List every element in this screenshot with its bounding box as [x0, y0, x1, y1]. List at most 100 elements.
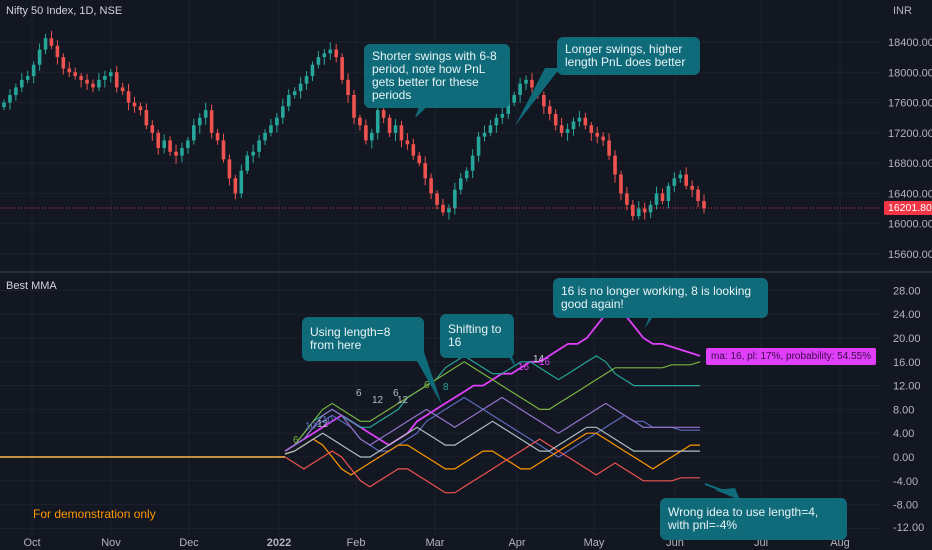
- candle-body: [156, 132, 161, 148]
- candle-body: [144, 110, 149, 126]
- candle-body: [108, 72, 113, 77]
- candle-body: [447, 208, 451, 213]
- candle-body: [2, 102, 6, 108]
- candle-body: [399, 125, 404, 141]
- candle-body: [310, 64, 315, 77]
- length-marker: 12: [372, 395, 384, 406]
- callout-sixteen-not-working: 16 is no longer working, 8 is looking go…: [553, 278, 768, 318]
- candle-body: [619, 174, 623, 194]
- candle-body: [197, 117, 202, 126]
- candle-body: [411, 144, 416, 156]
- candle-body: [631, 204, 635, 217]
- candle-body: [565, 129, 570, 133]
- candle-body: [524, 79, 528, 84]
- candle-body: [393, 125, 398, 133]
- indicator-tick-label: -4.00: [893, 476, 918, 488]
- grid-lines: [0, 0, 880, 535]
- indicator-tick-label: 12.00: [893, 381, 921, 393]
- length-marker: 10: [305, 421, 317, 432]
- ma-series: [0, 307, 701, 494]
- candlestick-series: [2, 30, 706, 221]
- candle-body: [8, 95, 12, 103]
- indicator-tick-label: 20.00: [893, 333, 921, 345]
- candle-body: [577, 117, 582, 122]
- candle-body: [607, 140, 611, 156]
- indicator-tick-label: 8.00: [893, 404, 914, 416]
- time-tick-label: Aug: [830, 537, 850, 549]
- time-tick-label: Jun: [666, 537, 684, 549]
- indicator-title: Best MMA: [6, 280, 57, 292]
- candle-body: [547, 106, 552, 114]
- candle-body: [37, 49, 42, 65]
- callout-wrong-idea: Wrong idea to use length=4, with pnl=-4%: [660, 498, 847, 540]
- callout-shifting16: Shifting to 16: [440, 314, 514, 358]
- symbol-title: Nifty 50 Index, 1D, NSE: [6, 5, 122, 17]
- candle-body: [120, 87, 125, 92]
- candle-body: [364, 125, 368, 141]
- candle-body: [636, 208, 641, 217]
- time-tick-label: May: [584, 537, 605, 549]
- time-tick-label: Jul: [754, 537, 768, 549]
- indicator-tick-label: 4.00: [893, 428, 914, 440]
- indicator-axis: 28.00 24.00 20.00 16.00 12.00 8.00 4.00 0.00 -4.…: [893, 285, 924, 534]
- candle-body: [666, 185, 671, 201]
- candle-body: [19, 79, 24, 88]
- price-tick-label: 15600.00: [888, 249, 932, 261]
- candle-body: [239, 170, 244, 194]
- ma-series-line: [284, 420, 700, 458]
- candle-body: [435, 193, 439, 205]
- length-marker: 16: [518, 362, 530, 373]
- time-axis: Oct Nov Dec 2022 Feb Mar Apr May Jun Jul Aug: [23, 537, 849, 549]
- candle-body: [43, 38, 48, 50]
- candle-body: [221, 140, 226, 160]
- candle-body: [684, 174, 689, 186]
- indicator-tick-label: 28.00: [893, 285, 921, 297]
- price-tick-label: 18000.00: [888, 67, 932, 79]
- length-marker: 10: [322, 415, 334, 426]
- length-marker: 6: [293, 435, 299, 446]
- candle-body: [174, 151, 178, 156]
- candle-body: [263, 132, 267, 141]
- candle-body: [227, 159, 232, 179]
- candle-body: [441, 204, 445, 213]
- indicator-tick-label: 16.00: [893, 357, 921, 369]
- candle-body: [678, 174, 683, 179]
- indicator-tick-label: -8.00: [893, 500, 918, 512]
- candle-body: [138, 106, 143, 111]
- candle-body: [387, 117, 392, 133]
- last-price-tag: 16201.80: [884, 201, 932, 215]
- length-marker: 6: [356, 388, 362, 399]
- candle-body: [103, 76, 107, 80]
- candle-body: [429, 178, 433, 194]
- candle-body: [654, 193, 659, 205]
- candle-body: [162, 140, 166, 148]
- time-tick-label: 2022: [267, 537, 291, 549]
- candle-body: [269, 125, 273, 133]
- candle-body: [203, 110, 208, 118]
- candle-body: [500, 113, 505, 118]
- candle-body: [458, 178, 463, 190]
- candle-body: [322, 53, 327, 58]
- candle-body: [73, 72, 77, 77]
- candle-body: [553, 113, 558, 126]
- candle-body: [453, 189, 457, 209]
- candle-body: [281, 106, 285, 118]
- candle-body: [168, 140, 172, 152]
- arrow-wrong-idea-line: [704, 483, 736, 496]
- candle-body: [512, 95, 516, 103]
- time-tick-label: Dec: [179, 537, 199, 549]
- candle-body: [233, 178, 238, 194]
- ma-series-line: [284, 355, 700, 452]
- candle-body: [186, 140, 190, 148]
- length-marker: 8: [443, 382, 449, 393]
- candle-body: [696, 189, 700, 201]
- candle-body: [470, 155, 475, 171]
- candle-body: [126, 91, 131, 103]
- candle-body: [381, 110, 386, 118]
- candle-body: [702, 201, 706, 209]
- price-tick-label: 17600.00: [888, 98, 932, 110]
- candle-body: [328, 49, 333, 54]
- candle-body: [352, 95, 356, 118]
- candle-body: [476, 136, 481, 156]
- length-marker: 16: [539, 357, 551, 368]
